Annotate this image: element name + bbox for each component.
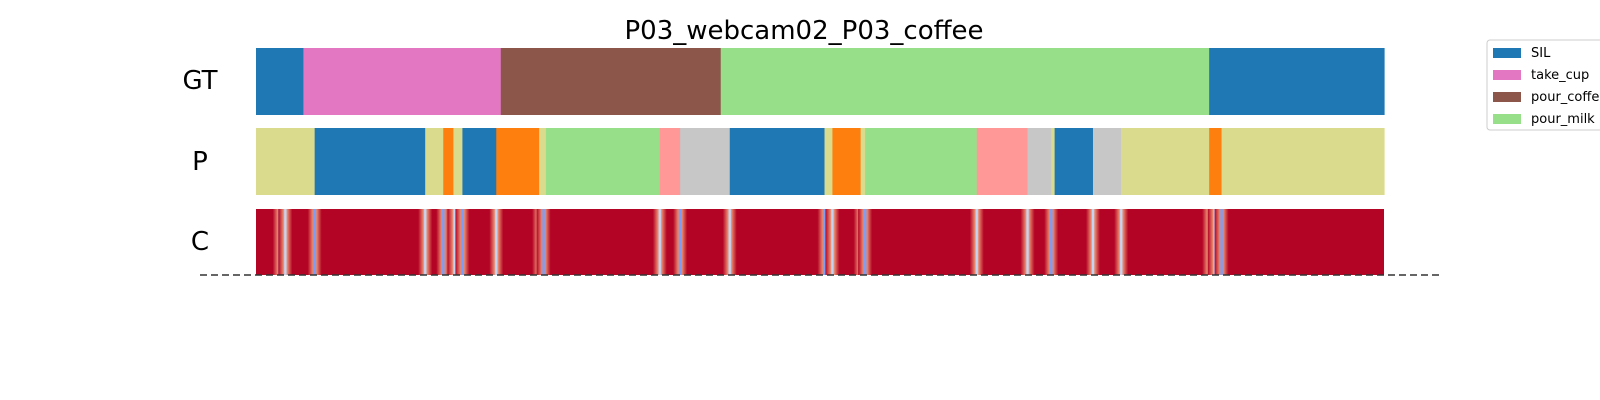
gt-segment-1 — [303, 48, 502, 115]
legend-swatch-pour_milk — [1493, 114, 1521, 124]
c-dip-line-13 — [823, 209, 826, 275]
c-dip-line-6 — [461, 209, 464, 275]
legend-frame — [1486, 39, 1600, 131]
legend-label-take_cup: take_cup — [1531, 68, 1589, 83]
p-segment-3 — [443, 128, 454, 195]
legend-label-pour_coffee: pour_coffee — [1531, 90, 1600, 105]
c-dip-line-18 — [1026, 209, 1029, 275]
c-dip-line-3 — [424, 209, 427, 275]
p-segment-9 — [659, 128, 681, 195]
p-segment-15 — [865, 128, 978, 195]
p-segment-6 — [496, 128, 540, 195]
gt-segment-0 — [256, 48, 304, 115]
p-segment-13 — [832, 128, 862, 195]
gt-segment-2 — [500, 48, 722, 115]
chart-title: P03_webcam02_P03_coffee — [624, 16, 983, 46]
legend-swatch-SIL — [1493, 48, 1521, 58]
p-segment-11 — [729, 128, 826, 195]
prediction-row — [256, 128, 1385, 195]
row-label-c: C — [191, 227, 209, 257]
row-label-p: P — [192, 147, 208, 177]
p-segment-5 — [462, 128, 497, 195]
row-label-gt: GT — [182, 66, 217, 96]
legend-swatch-take_cup — [1493, 70, 1521, 80]
c-dip-line-9 — [542, 209, 545, 275]
c-dip-line-1 — [284, 209, 287, 275]
c-dip-line-19 — [1050, 209, 1053, 275]
p-segment-23 — [1221, 128, 1385, 195]
p-segment-18 — [1051, 128, 1056, 195]
legend: SIL take_cup pour_coffee pour_milk — [1486, 39, 1600, 131]
gt-row — [256, 48, 1385, 115]
p-segment-16 — [976, 128, 1029, 195]
c-dip-line-7 — [495, 209, 498, 275]
legend-swatch-pour_coffee — [1493, 92, 1521, 102]
p-segment-4 — [453, 128, 464, 195]
c-dip-line-12 — [728, 209, 731, 275]
c-dip-line-4 — [442, 209, 445, 275]
p-segment-20 — [1092, 128, 1122, 195]
c-dip-line-21 — [1120, 209, 1123, 275]
p-segment-21 — [1121, 128, 1210, 195]
c-dip-line-2 — [313, 209, 316, 275]
p-segment-7 — [539, 128, 547, 195]
c-dip-line-14 — [831, 209, 834, 275]
p-segment-12 — [824, 128, 834, 195]
c-dip-line-20 — [1091, 209, 1094, 275]
gt-segment-3 — [720, 48, 1210, 115]
c-dip-line-16 — [864, 209, 867, 275]
p-segment-8 — [545, 128, 661, 195]
p-segment-19 — [1054, 128, 1094, 195]
gt-segment-4 — [1209, 48, 1385, 115]
p-segment-17 — [1027, 128, 1052, 195]
p-segment-1 — [314, 128, 426, 195]
p-segment-14 — [860, 128, 866, 195]
p-segment-0 — [256, 128, 316, 195]
p-segment-22 — [1209, 128, 1223, 195]
legend-label-pour_milk: pour_milk — [1531, 112, 1595, 127]
c-dip-line-5 — [453, 209, 456, 275]
c-dip-line-11 — [679, 209, 682, 275]
c-dip-line-10 — [658, 209, 661, 275]
p-segment-10 — [680, 128, 731, 195]
legend-label-SIL: SIL — [1531, 46, 1551, 61]
c-dip-line-17 — [975, 209, 978, 275]
p-segment-2 — [425, 128, 444, 195]
confidence-row — [256, 209, 1384, 275]
c-dip-line-24 — [1220, 209, 1223, 275]
